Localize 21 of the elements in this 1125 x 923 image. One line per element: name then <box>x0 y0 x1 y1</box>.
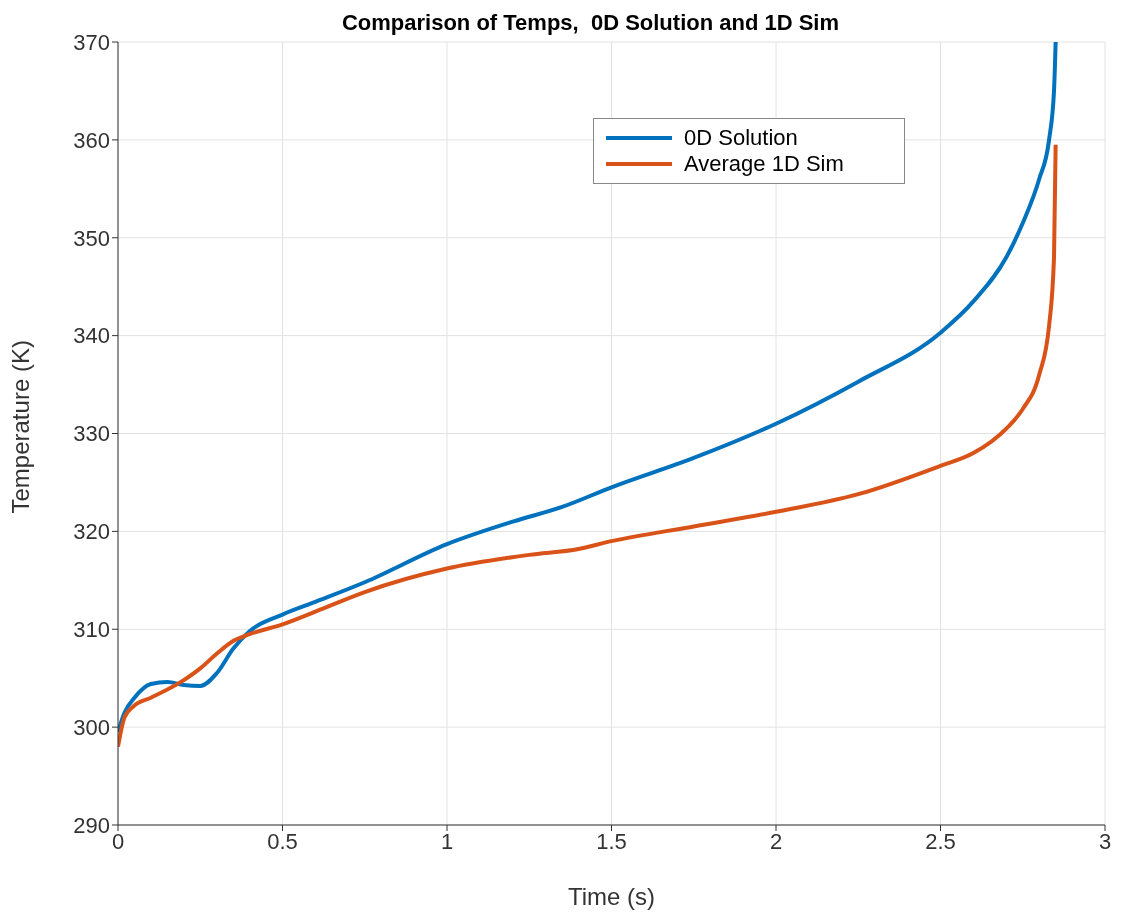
y-tick-label: 370 <box>73 29 110 55</box>
legend-label: 0D Solution <box>684 125 798 151</box>
y-tick-label: 340 <box>73 323 110 349</box>
x-tick-label: 2 <box>769 828 783 854</box>
x-tick-label: 0.5 <box>267 828 298 854</box>
x-tick-label: 2.5 <box>925 828 956 854</box>
y-tick-label: 360 <box>73 127 110 153</box>
x-tick-label: 1 <box>440 828 454 854</box>
legend-label: Average 1D Sim <box>684 151 844 177</box>
y-tick-label: 300 <box>73 714 110 740</box>
chart-title: Comparison of Temps, 0D Solution and 1D Sim <box>341 10 840 35</box>
x-tick-label: 1.5 <box>596 828 627 854</box>
y-tick-label: 310 <box>73 617 110 643</box>
y-tick-label: 320 <box>73 519 110 545</box>
y-tick-label: 350 <box>73 225 110 251</box>
y-tick-label: 290 <box>73 812 110 838</box>
y-axis-title: Temperature (K) <box>6 340 34 514</box>
x-axis-title: Time (s) <box>567 883 656 910</box>
y-tick-label: 330 <box>73 421 110 447</box>
x-tick-label: 0 <box>111 828 125 854</box>
x-tick-label: 3 <box>1098 828 1112 854</box>
